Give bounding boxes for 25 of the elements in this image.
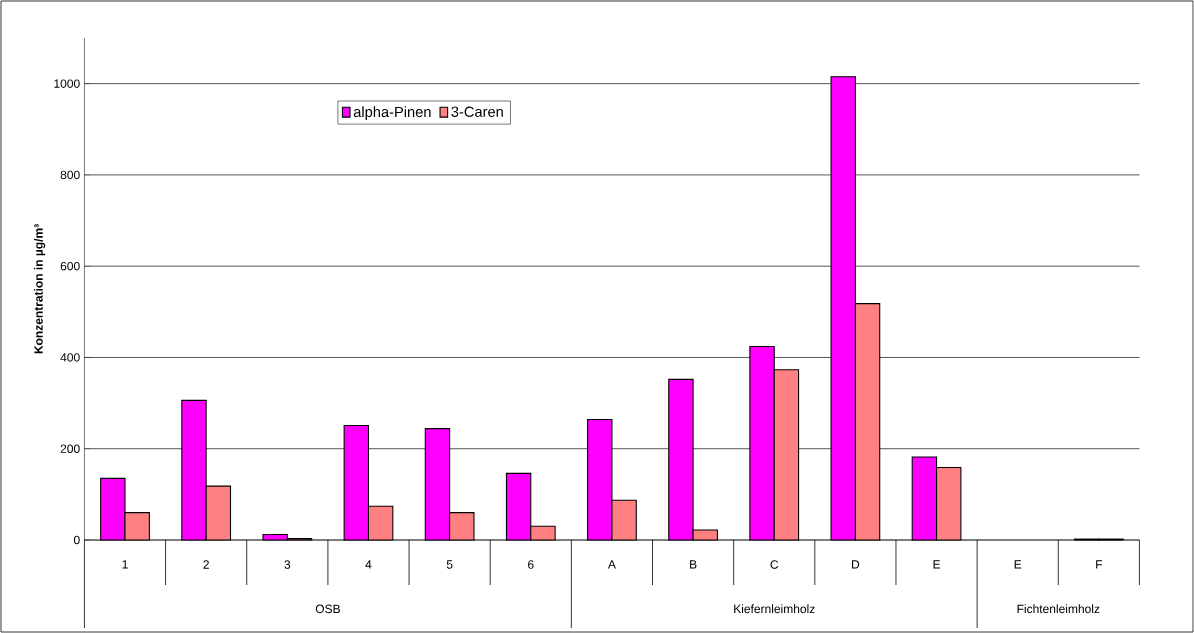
x-tick-label: 5 (446, 560, 453, 569)
x-tick-label: 3 (284, 560, 291, 569)
x-tick-label: 1 (122, 560, 128, 569)
text: Kiefernleimholz (734, 604, 815, 614)
legend-label: 3-Caren (451, 106, 503, 117)
text: OSB (315, 604, 340, 614)
x-tick-label: 2 (203, 560, 209, 569)
legend-label: alpha-Pinen (353, 106, 431, 121)
x-tick-label: E (933, 560, 941, 569)
y-axis-title: Konzentration in µg/m³ (33, 224, 46, 354)
y-tick-label: 1000 (54, 79, 80, 88)
x-tick-label: A (607, 560, 616, 569)
x-tick-label: 4 (365, 560, 372, 569)
y-tick-label: 0 (73, 535, 80, 545)
y-tick-label: 800 (60, 170, 80, 180)
text: Fichtenleimholz (1017, 604, 1100, 614)
y-tick-label: 400 (60, 353, 80, 362)
x-tick-label: B (690, 560, 697, 569)
y-tick-label: 600 (60, 261, 80, 271)
x-tick-label: F (1096, 560, 1103, 569)
y-tick-label: 200 (60, 444, 80, 453)
x-tick-label: E (1014, 560, 1022, 569)
x-tick-label: C (770, 560, 779, 569)
x-tick-label: D (852, 560, 860, 569)
x-tick-label: 6 (528, 560, 534, 569)
